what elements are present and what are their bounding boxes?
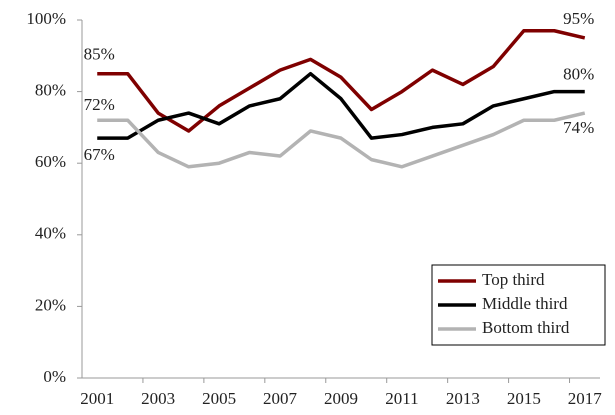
x-tick-label: 2009 <box>324 389 358 408</box>
data-label: 85% <box>84 45 115 64</box>
data-label: 72% <box>84 95 115 114</box>
x-tick-label: 2017 <box>568 389 603 408</box>
data-label: 74% <box>563 118 594 137</box>
legend-box <box>431 264 606 346</box>
series-line <box>97 111 586 169</box>
y-tick-label: 80% <box>35 81 66 100</box>
x-tick-label: 2013 <box>446 389 480 408</box>
legend-label: Top third <box>482 270 545 289</box>
series-line <box>97 71 585 140</box>
series-line <box>97 28 586 133</box>
x-tick-label: 2007 <box>263 389 298 408</box>
y-tick-label: 0% <box>43 367 66 386</box>
x-tick-label: 2003 <box>141 389 175 408</box>
y-tick-label: 20% <box>35 295 66 314</box>
y-tick-label: 40% <box>35 224 66 243</box>
legend: Top third Middle third Bottom third <box>431 264 606 346</box>
x-tick-label: 2011 <box>385 389 418 408</box>
y-tick-label: 100% <box>26 9 66 28</box>
legend-label: Middle third <box>482 294 568 313</box>
data-label: 80% <box>563 65 594 84</box>
data-label: 95% <box>563 9 594 28</box>
x-tick-label: 2015 <box>507 389 541 408</box>
data-label: 67% <box>84 145 115 164</box>
y-tick-label: 60% <box>35 152 66 171</box>
legend-label: Bottom third <box>482 318 570 337</box>
x-tick-label: 2005 <box>202 389 236 408</box>
x-tick-label: 2001 <box>80 389 114 408</box>
